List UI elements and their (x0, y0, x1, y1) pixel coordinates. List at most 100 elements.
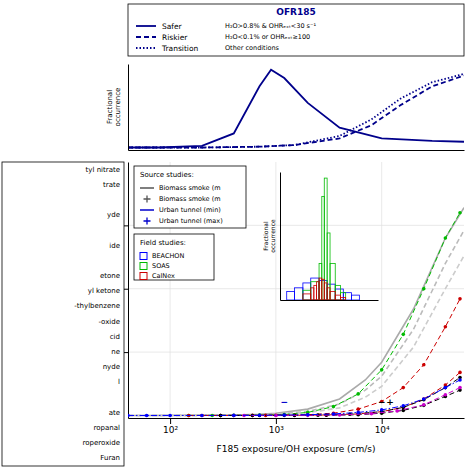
series-line (128, 74, 464, 148)
series-point (458, 378, 462, 382)
x-axis-line (129, 150, 465, 151)
legend-swatch (140, 253, 147, 260)
annotation: + (386, 397, 394, 407)
hist-bar (330, 291, 335, 300)
series-group (128, 208, 464, 418)
series-point (232, 414, 236, 418)
series-point (395, 409, 399, 413)
legend-label: CalNex (152, 272, 175, 280)
legend-swatch (144, 218, 151, 225)
y-axis (128, 65, 129, 151)
series-point (145, 414, 149, 418)
series-point (444, 386, 448, 390)
series-point (401, 333, 405, 337)
series-point (258, 414, 262, 418)
series-point (458, 371, 462, 375)
legend-swatch (136, 47, 156, 49)
hist-bar (327, 284, 335, 300)
hist-bar (311, 278, 319, 300)
x-tick: 10² (163, 418, 178, 435)
row-label: nyde (103, 363, 120, 371)
grid-line (275, 162, 276, 418)
legend-label: Transition (161, 44, 199, 53)
hist-bar (295, 288, 303, 300)
row-label: ropanal (94, 424, 120, 432)
series-point (380, 408, 384, 412)
hist-bar (324, 178, 327, 300)
series-line (128, 76, 464, 148)
series-point (356, 392, 360, 396)
legend-title: Field studies: (140, 239, 186, 247)
legend-label: Biomass smoke (m (159, 184, 221, 192)
series-point (282, 414, 286, 418)
hist-bar (303, 290, 311, 300)
series-point (200, 414, 204, 418)
series-point (356, 411, 360, 415)
series-point (422, 363, 426, 367)
legend: OFR185SaferH₂O>0.8% & OHRₑₓₜ<30 s⁻¹Riski… (128, 4, 464, 56)
series-point (306, 414, 310, 418)
series-line (202, 372, 460, 415)
series-point (306, 413, 310, 417)
series-point (332, 411, 336, 415)
chart-svg: 10²10³10⁴F185 exposure/OH exposure (cm/s… (0, 0, 474, 474)
y-axis-title: Fractionaloccurrence (106, 88, 122, 127)
series-point (200, 414, 204, 418)
series-point (128, 414, 130, 418)
row-label: -thylbenzene (74, 302, 120, 310)
y-axis-line (128, 65, 129, 151)
row-label: ne (111, 348, 120, 356)
y-axis (280, 173, 281, 301)
series-point (422, 403, 426, 407)
series-line (221, 390, 460, 415)
ofr-inset: Fractionaloccurrence (106, 65, 465, 151)
hist-bar (335, 289, 343, 300)
y-axis-line (280, 173, 281, 301)
legend-box (128, 4, 464, 56)
series-point (422, 397, 426, 401)
series-point (422, 398, 426, 402)
hist-bar (324, 283, 327, 300)
x-axis: 10²10³10⁴ (129, 418, 465, 435)
series-point (306, 413, 310, 417)
legend-box (134, 166, 246, 228)
hist-bar (340, 293, 345, 300)
legend-label: Riskier (162, 33, 188, 42)
x-axis (281, 300, 379, 301)
hist-bar (319, 278, 322, 300)
series-point (232, 414, 236, 418)
legend-swatch (140, 263, 147, 270)
hist-bar (330, 263, 335, 300)
y-axis-title-line: occurrence (114, 88, 122, 127)
legend-swatch (140, 187, 154, 189)
hist-bar (303, 294, 311, 300)
hist-bar (319, 263, 322, 300)
series-point (401, 404, 405, 408)
series-point (401, 386, 405, 390)
grid-line (381, 162, 382, 418)
y-axis-title-line: Fractional (106, 90, 114, 124)
y-axis-line (128, 163, 129, 419)
hist-bar (340, 298, 345, 300)
hist-bar (335, 295, 340, 300)
series-line (128, 380, 460, 415)
hist-bar (311, 288, 314, 300)
series-point (282, 413, 286, 417)
row-label: yl ketone (88, 287, 120, 295)
x-tick: 10³ (269, 418, 284, 435)
series-point (444, 386, 448, 390)
hist-bar (327, 288, 330, 300)
hist-bar (287, 291, 295, 300)
legend-label: Urban tunnel (max) (159, 217, 223, 225)
row-label: etone (100, 272, 120, 280)
legend-label: SOAS (152, 262, 170, 270)
label-panel: tyl nitratetrateydeideetoneyl ketone-thy… (2, 162, 124, 466)
bars-group (287, 178, 360, 300)
series-point (258, 413, 262, 417)
row-label: yde (107, 211, 120, 219)
legend-label: BEACHON (152, 252, 184, 260)
row-label: trate (103, 181, 120, 189)
hist-bar (311, 282, 319, 300)
series-point (282, 413, 286, 417)
hist-bar (303, 283, 311, 300)
